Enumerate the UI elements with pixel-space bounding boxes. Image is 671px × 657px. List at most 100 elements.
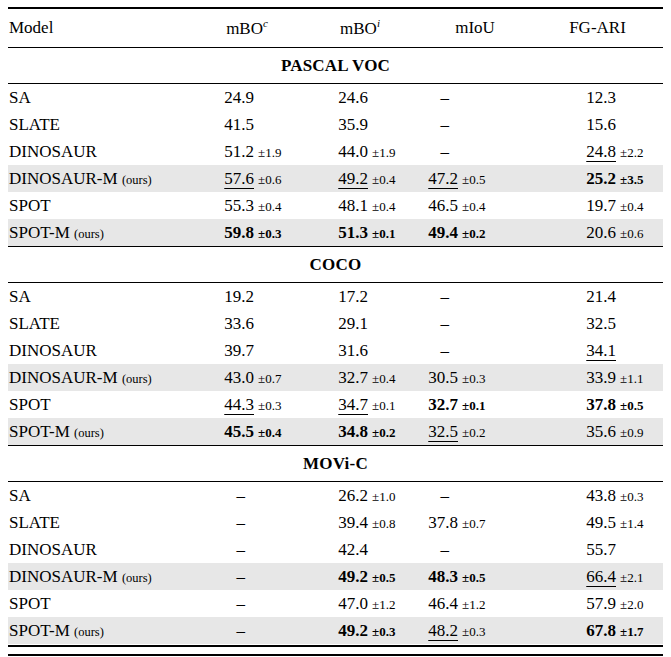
metric-cell: 49.2±0.3 — [302, 621, 418, 641]
metric-stddev: ±0.3 — [254, 398, 302, 414]
model-label: SLATE — [9, 314, 60, 333]
metric-stddev: ±0.6 — [254, 172, 302, 188]
metric-cell: 57.6±0.6 — [192, 169, 302, 189]
no-value-dash: – — [418, 314, 458, 334]
metric-value: 49.5 — [532, 513, 616, 533]
column-header-label: mBO — [226, 19, 263, 38]
metric-stddev: ±0.3 — [616, 489, 663, 505]
metric-stddev: ±0.6 — [616, 226, 663, 242]
metric-stddev: ±0.2 — [368, 425, 418, 441]
metric-stddev: ±0.4 — [458, 199, 532, 215]
metric-stddev: ±0.2 — [458, 226, 532, 242]
metric-value: 25.2 — [532, 169, 616, 189]
metric-value: 51.2 — [192, 142, 254, 162]
metric-cell: 46.4±1.2 — [418, 594, 532, 614]
no-value-dash: – — [192, 567, 254, 587]
metric-value: 55.7 — [532, 540, 616, 560]
model-name: SA — [8, 486, 192, 506]
ours-tag: (ours) — [122, 571, 152, 585]
metric-cell: 24.6 — [302, 88, 418, 108]
table-row: DINOSAUR–42.4–55.7 — [8, 536, 663, 563]
metric-value: 19.2 — [192, 287, 254, 307]
metric-cell: 46.5±0.4 — [418, 196, 532, 216]
column-header-model: Model — [8, 18, 192, 38]
metric-value: 44.0 — [302, 142, 368, 162]
metric-cell: 66.4±2.1 — [532, 567, 663, 587]
metric-stddev: ±0.5 — [458, 172, 532, 188]
metric-stddev: ±0.8 — [368, 516, 418, 532]
metric-stddev: ±1.2 — [368, 597, 418, 613]
metric-cell: – — [192, 594, 302, 614]
metric-stddev: ±0.2 — [458, 425, 532, 441]
column-header-mbo-i: mBOi — [302, 17, 418, 39]
metric-cell: – — [418, 314, 532, 334]
metric-value: 66.4 — [532, 567, 616, 587]
table-row: DINOSAUR-M (ours)–49.2±0.548.3±0.566.4±2… — [8, 563, 663, 590]
metric-value: 17.2 — [302, 287, 368, 307]
column-header-label: mBO — [340, 19, 377, 38]
metric-value: 48.2 — [418, 621, 458, 641]
metric-stddev: ±0.4 — [368, 172, 418, 188]
metric-cell: 17.2 — [302, 287, 418, 307]
metric-value: 39.7 — [192, 341, 254, 361]
metric-cell: 39.4±0.8 — [302, 513, 418, 533]
metric-cell: 48.3±0.5 — [418, 567, 532, 587]
metric-cell: 30.5±0.3 — [418, 368, 532, 388]
table-body: PASCAL VOCSA24.924.6–12.3SLATE41.535.9–1… — [8, 47, 663, 644]
metric-value: 34.8 — [302, 422, 368, 442]
model-name: SPOT-M (ours) — [8, 223, 192, 243]
table-row: SPOT-M (ours)59.8±0.351.3±0.149.4±0.220.… — [8, 219, 663, 246]
metric-stddev: ±0.5 — [616, 398, 663, 414]
metric-stddev: ±0.3 — [368, 624, 418, 640]
metric-value: 55.3 — [192, 196, 254, 216]
metric-stddev: ±3.5 — [616, 172, 663, 188]
no-value-dash: – — [192, 513, 254, 533]
section-title: COCO — [8, 247, 663, 282]
metric-cell: 33.9±1.1 — [532, 368, 663, 388]
ours-tag: (ours) — [74, 625, 104, 639]
metric-value: 15.6 — [532, 115, 616, 135]
model-label: SA — [9, 88, 31, 107]
model-name: SLATE — [8, 115, 192, 135]
metric-stddev: ±0.4 — [368, 371, 418, 387]
table-row: DINOSAUR39.731.6–34.1 — [8, 337, 663, 364]
column-header-mbo-c: mBOc — [192, 17, 302, 39]
metric-cell: 25.2±3.5 — [532, 169, 663, 189]
model-label: SPOT — [9, 395, 51, 414]
metric-cell: 29.1 — [302, 314, 418, 334]
metric-cell: – — [418, 88, 532, 108]
metric-value: 39.4 — [302, 513, 368, 533]
metric-cell: 48.1±0.4 — [302, 196, 418, 216]
section-title: PASCAL VOC — [8, 48, 663, 83]
metric-stddev: ±0.4 — [254, 199, 302, 215]
metric-cell: 49.2±0.4 — [302, 169, 418, 189]
metric-cell: – — [192, 486, 302, 506]
metric-cell: 57.9±2.0 — [532, 594, 663, 614]
metric-stddev: ±0.7 — [458, 516, 532, 532]
metric-cell: 15.6 — [532, 115, 663, 135]
metric-cell: 26.2±1.0 — [302, 486, 418, 506]
metric-cell: 34.7±0.1 — [302, 395, 418, 415]
table-row: SPOT–47.0±1.246.4±1.257.9±2.0 — [8, 590, 663, 617]
metric-value: 37.8 — [532, 395, 616, 415]
header-row: Model mBOc mBOi mIoU FG-ARI — [8, 9, 663, 47]
no-value-dash: – — [418, 540, 458, 560]
metric-value: 67.8 — [532, 621, 616, 641]
metric-cell: 59.8±0.3 — [192, 223, 302, 243]
metric-value: 48.3 — [418, 567, 458, 587]
metric-cell: 20.6±0.6 — [532, 223, 663, 243]
table-row: SPOT55.3±0.448.1±0.446.5±0.419.7±0.4 — [8, 192, 663, 219]
model-label: SLATE — [9, 513, 60, 532]
metric-cell: – — [418, 486, 532, 506]
metric-cell: 37.8±0.5 — [532, 395, 663, 415]
table-row: SLATE–39.4±0.837.8±0.749.5±1.4 — [8, 509, 663, 536]
metric-value: 31.6 — [302, 341, 368, 361]
metric-value: 43.0 — [192, 368, 254, 388]
metric-stddev: ±1.7 — [616, 624, 663, 640]
metric-cell: 43.0±0.7 — [192, 368, 302, 388]
metric-value: 46.5 — [418, 196, 458, 216]
model-label: SPOT — [9, 594, 51, 613]
metric-stddev: ±0.3 — [458, 624, 532, 640]
metric-cell: 42.4 — [302, 540, 418, 560]
metric-cell: – — [192, 621, 302, 641]
